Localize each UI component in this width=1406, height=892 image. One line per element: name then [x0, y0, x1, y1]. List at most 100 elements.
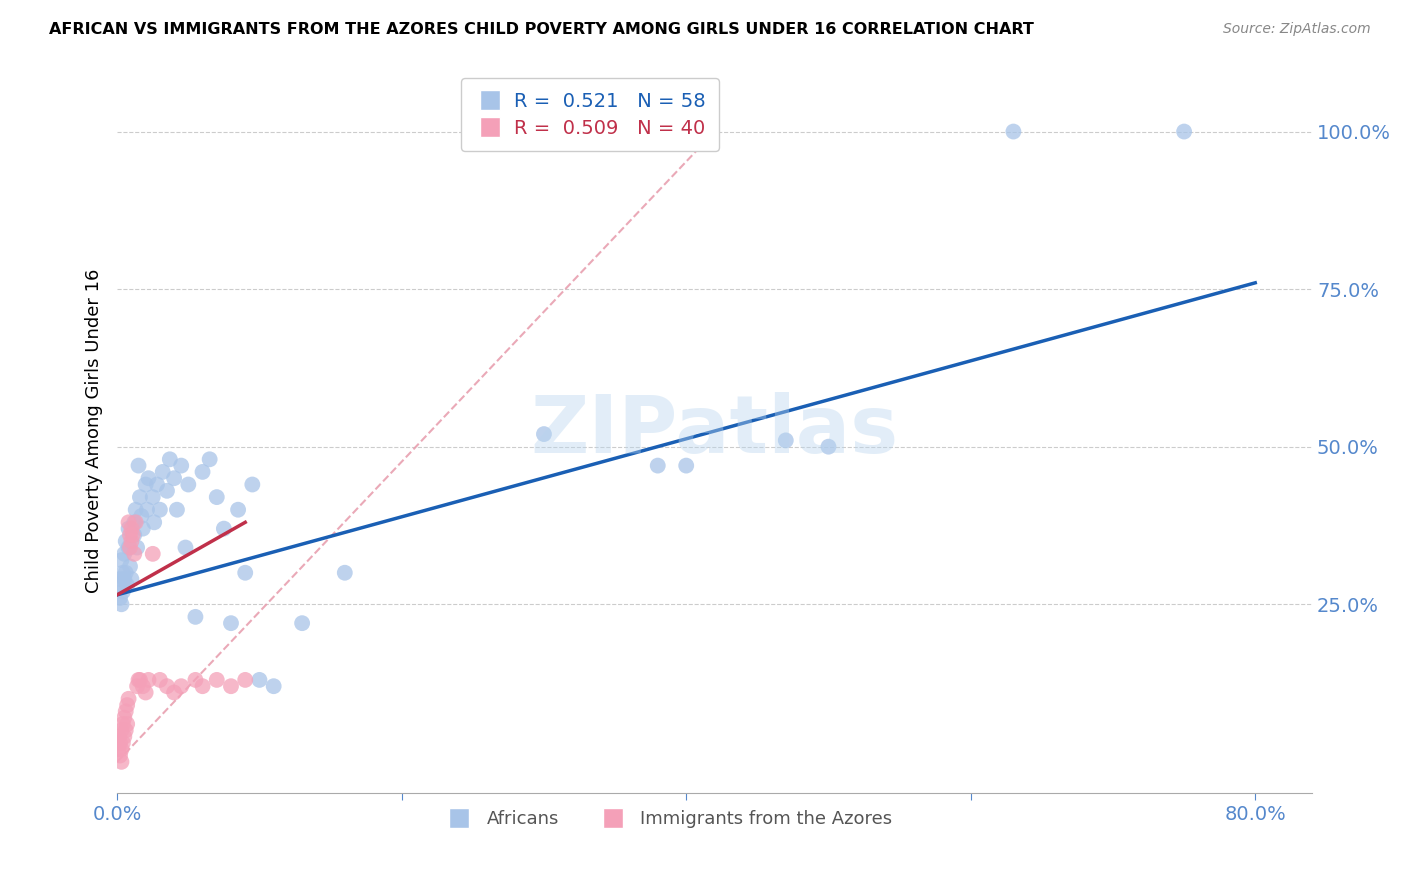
Point: [163, 685, 186, 699]
Text: Source: ZipAtlas.com: Source: ZipAtlas.com: [1223, 22, 1371, 37]
Point: [156, 679, 179, 693]
Point: [117, 691, 139, 706]
Point: [121, 528, 143, 542]
Point: [108, 736, 131, 750]
Point: [129, 673, 152, 687]
Point: [114, 566, 136, 580]
Point: [1173, 124, 1195, 138]
Point: [149, 673, 172, 687]
Point: [136, 502, 159, 516]
Point: [135, 685, 157, 699]
Point: [205, 673, 228, 687]
Point: [240, 477, 263, 491]
Point: [115, 578, 138, 592]
Point: [675, 458, 697, 473]
Point: [118, 528, 141, 542]
Point: [131, 509, 153, 524]
Point: [108, 591, 131, 605]
Point: [118, 559, 141, 574]
Y-axis label: Child Poverty Among Girls Under 16: Child Poverty Among Girls Under 16: [86, 268, 103, 593]
Point: [117, 516, 139, 530]
Point: [174, 541, 197, 555]
Point: [817, 440, 839, 454]
Point: [122, 547, 145, 561]
Point: [291, 616, 314, 631]
Point: [107, 742, 129, 756]
Point: [163, 471, 186, 485]
Point: [115, 717, 138, 731]
Point: [120, 522, 142, 536]
Legend: Africans, Immigrants from the Azores: Africans, Immigrants from the Azores: [434, 803, 900, 835]
Point: [333, 566, 356, 580]
Point: [170, 458, 193, 473]
Point: [110, 723, 132, 738]
Point: [122, 516, 145, 530]
Point: [149, 502, 172, 516]
Point: [122, 528, 145, 542]
Point: [129, 490, 152, 504]
Point: [233, 673, 256, 687]
Point: [170, 679, 193, 693]
Point: [177, 477, 200, 491]
Point: [128, 673, 150, 687]
Point: [647, 458, 669, 473]
Point: [184, 610, 207, 624]
Point: [143, 516, 166, 530]
Point: [142, 547, 165, 561]
Point: [114, 534, 136, 549]
Point: [107, 578, 129, 592]
Point: [138, 673, 160, 687]
Point: [125, 516, 148, 530]
Point: [198, 452, 221, 467]
Point: [263, 679, 285, 693]
Point: [111, 736, 134, 750]
Point: [128, 458, 150, 473]
Point: [191, 465, 214, 479]
Point: [132, 522, 155, 536]
Point: [114, 705, 136, 719]
Point: [112, 730, 135, 744]
Point: [108, 748, 131, 763]
Point: [117, 541, 139, 555]
Point: [112, 572, 135, 586]
Point: [120, 534, 142, 549]
Point: [112, 547, 135, 561]
Point: [110, 597, 132, 611]
Point: [135, 477, 157, 491]
Point: [249, 673, 271, 687]
Point: [205, 490, 228, 504]
Point: [111, 566, 134, 580]
Point: [111, 717, 134, 731]
Point: [110, 755, 132, 769]
Point: [114, 723, 136, 738]
Point: [115, 698, 138, 712]
Point: [191, 679, 214, 693]
Point: [166, 502, 188, 516]
Text: AFRICAN VS IMMIGRANTS FROM THE AZORES CHILD POVERTY AMONG GIRLS UNDER 16 CORRELA: AFRICAN VS IMMIGRANTS FROM THE AZORES CH…: [49, 22, 1033, 37]
Point: [146, 477, 169, 491]
Point: [120, 572, 142, 586]
Point: [107, 730, 129, 744]
Point: [142, 490, 165, 504]
Point: [110, 553, 132, 567]
Point: [233, 566, 256, 580]
Point: [132, 679, 155, 693]
Point: [125, 502, 148, 516]
Point: [127, 541, 149, 555]
Point: [226, 502, 249, 516]
Point: [138, 471, 160, 485]
Point: [219, 679, 242, 693]
Point: [184, 673, 207, 687]
Point: [219, 616, 242, 631]
Point: [112, 711, 135, 725]
Point: [110, 742, 132, 756]
Point: [118, 541, 141, 555]
Point: [117, 522, 139, 536]
Text: ZIPatlas: ZIPatlas: [530, 392, 898, 470]
Point: [1002, 124, 1025, 138]
Point: [156, 483, 179, 498]
Point: [127, 679, 149, 693]
Point: [775, 434, 797, 448]
Point: [152, 465, 174, 479]
Point: [533, 427, 555, 442]
